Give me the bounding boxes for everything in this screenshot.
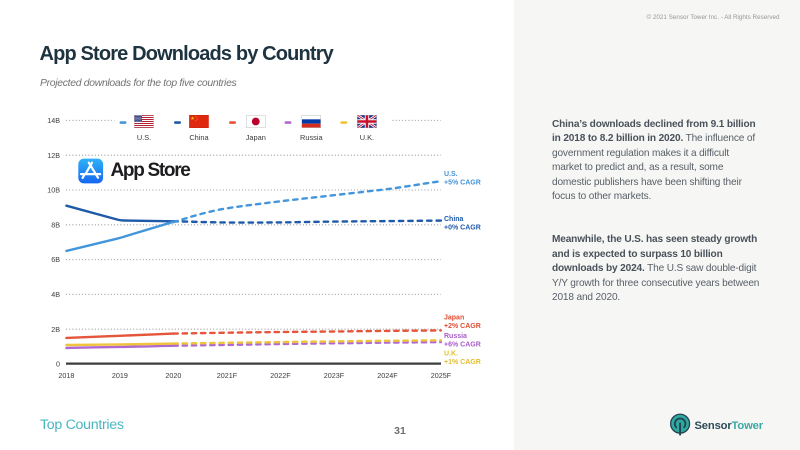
svg-text:+5% CAGR: +5% CAGR (444, 180, 481, 187)
svg-text:China: China (444, 216, 464, 223)
svg-text:10B: 10B (47, 186, 60, 195)
svg-text:2024F: 2024F (377, 371, 398, 380)
svg-text:2025F: 2025F (431, 371, 452, 380)
svg-text:U.S.: U.S. (137, 133, 151, 142)
svg-text:U.K.: U.K. (360, 133, 374, 142)
svg-text:Russia: Russia (300, 133, 323, 142)
svg-text:Russia: Russia (444, 333, 467, 340)
svg-text:2019: 2019 (112, 371, 128, 380)
svg-text:2020: 2020 (165, 371, 181, 380)
svg-text:14B: 14B (47, 116, 60, 125)
svg-text:2022F: 2022F (270, 371, 291, 380)
svg-text:2018: 2018 (58, 371, 74, 380)
svg-text:+2% CAGR: +2% CAGR (444, 323, 481, 330)
svg-text:2B: 2B (51, 325, 60, 334)
svg-text:12B: 12B (47, 151, 60, 160)
svg-text:2023F: 2023F (324, 371, 345, 380)
svg-text:U.K.: U.K. (444, 351, 458, 358)
svg-text:6B: 6B (51, 255, 60, 264)
svg-text:+1% CAGR: +1% CAGR (444, 359, 481, 366)
svg-text:Japan: Japan (246, 133, 266, 142)
svg-text:8B: 8B (51, 220, 60, 229)
svg-text:4B: 4B (51, 290, 60, 299)
svg-text:2021F: 2021F (217, 371, 238, 380)
svg-text:+6% CAGR: +6% CAGR (444, 342, 481, 349)
svg-text:+0% CAGR: +0% CAGR (444, 225, 481, 232)
svg-text:U.S.: U.S. (444, 171, 458, 178)
svg-text:Japan: Japan (444, 315, 464, 322)
svg-text:China: China (189, 133, 209, 142)
svg-text:0: 0 (56, 360, 60, 369)
